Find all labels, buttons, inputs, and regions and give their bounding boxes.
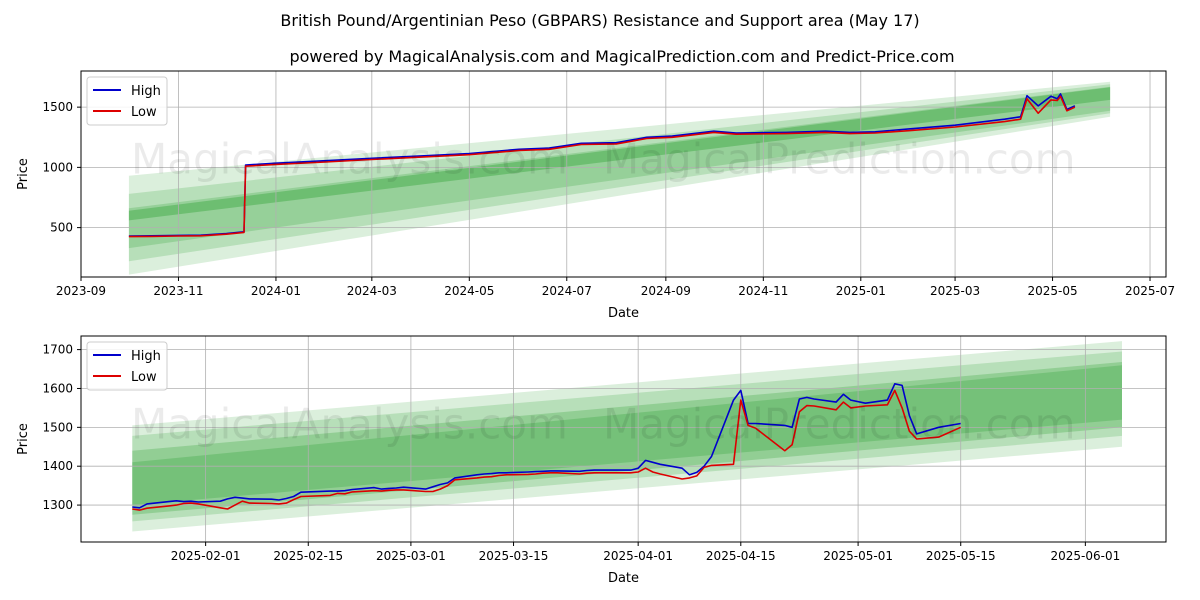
y-tick-label: 1600 (42, 381, 73, 395)
chart-subtitle: powered by MagicalAnalysis.com and Magic… (289, 47, 954, 66)
x-tick-label: 2025-04-01 (603, 549, 673, 563)
x-tick-label: 2025-07 (1125, 284, 1175, 298)
watermark-left: MagicalAnalysis.com (131, 400, 568, 449)
series-line-low (128, 95, 1076, 238)
x-axis-label: Date (608, 571, 639, 586)
y-axis-label: Price (16, 423, 31, 455)
x-tick-label: 2025-03-01 (376, 549, 446, 563)
legend: High Low (86, 341, 168, 391)
y-axis: 1300 1400 1500 1600 1700 Price (16, 343, 81, 512)
band-3 (132, 365, 1123, 506)
x-tick-label: 2025-06-01 (1050, 549, 1120, 563)
x-tick-label: 2025-03 (930, 284, 980, 298)
x-tick-label: 2024-01 (251, 284, 301, 298)
x-tick-label: 2025-05-15 (926, 549, 996, 563)
legend-label-high: High (131, 349, 161, 364)
y-tick-label: 1700 (42, 343, 73, 357)
x-tick-label: 2025-02-15 (273, 549, 343, 563)
watermark-left: MagicalAnalysis.com (131, 135, 568, 184)
series (128, 93, 1076, 238)
band-1 (132, 351, 1123, 522)
y-tick-label: 1300 (42, 498, 73, 512)
chart-title: British Pound/Argentinian Peso (GBPARS) … (280, 11, 919, 30)
grid (81, 336, 1166, 542)
band-2 (132, 362, 1123, 515)
panel-bottom: 2025-02-01 2025-02-15 2025-03-01 2025-03-15… (16, 335, 1167, 586)
x-axis-label: Date (608, 306, 639, 321)
legend-label-high: High (131, 84, 161, 99)
y-tick-label: 1500 (42, 420, 73, 434)
y-tick-label: 1400 (42, 459, 73, 473)
band-3 (128, 87, 1111, 221)
x-tick-label: 2025-05 (1027, 284, 1077, 298)
watermark-right: MagicalPrediction.com (603, 135, 1076, 184)
plot-frame (80, 70, 1167, 278)
series-line-low (132, 389, 962, 511)
panel-top: 2023-09 2023-11 2024-01 2024-03 2024-05 2024-… (16, 70, 1175, 321)
x-tick-label: 2025-02-01 (171, 549, 241, 563)
grid (80, 71, 1166, 277)
x-tick-label: 2024-11 (738, 284, 788, 298)
x-tick-label: 2023-11 (153, 284, 203, 298)
watermark-right: MagicalPrediction.com (603, 400, 1076, 449)
y-axis: 500 1000 1500 Price (16, 100, 81, 235)
x-tick-label: 2023-09 (56, 284, 106, 298)
x-tick-label: 2024-07 (542, 284, 592, 298)
legend-label-low: Low (131, 370, 157, 385)
x-tick-label: 2024-03 (347, 284, 397, 298)
x-tick-label: 2025-01 (836, 284, 886, 298)
x-tick-label: 2024-09 (641, 284, 691, 298)
x-tick-label: 2025-03-15 (479, 549, 549, 563)
plot-frame (80, 335, 1167, 543)
x-axis: 2023-09 2023-11 2024-01 2024-03 2024-05 2024-… (56, 277, 1175, 321)
x-tick-label: 2025-04-15 (706, 549, 776, 563)
legend-label-low: Low (131, 105, 157, 120)
series (132, 383, 962, 511)
x-tick-label: 2024-05 (444, 284, 494, 298)
y-axis-label: Price (16, 158, 31, 190)
series-line-high (132, 383, 961, 509)
y-tick-label: 1500 (42, 100, 73, 114)
legend: High Low (86, 76, 168, 126)
x-tick-label: 2025-05-01 (823, 549, 893, 563)
x-axis: 2025-02-01 2025-02-15 2025-03-01 2025-03-15… (171, 542, 1120, 586)
y-tick-label: 500 (50, 221, 73, 235)
y-tick-label: 1000 (42, 160, 73, 174)
